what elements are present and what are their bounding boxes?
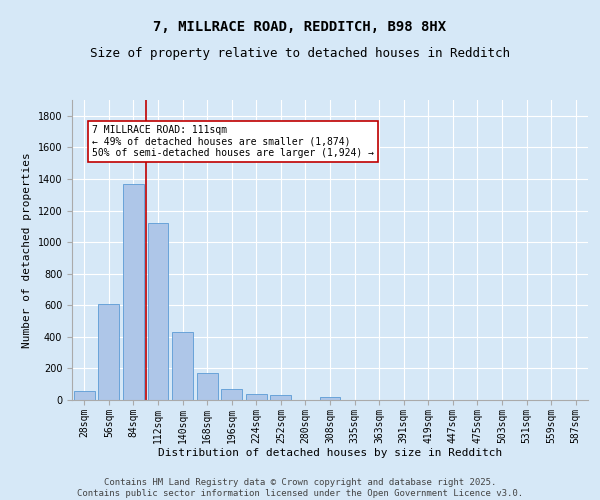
Bar [172, 332, 193, 400]
Bar [320, 397, 340, 400]
Text: 7 MILLRACE ROAD: 111sqm
← 49% of detached houses are smaller (1,874)
50% of semi: 7 MILLRACE ROAD: 111sqm ← 49% of detache… [92, 126, 374, 158]
Bar [197, 373, 218, 400]
Bar [271, 396, 292, 400]
Bar [148, 223, 169, 400]
Bar [221, 389, 242, 400]
Bar [123, 184, 144, 400]
Text: Size of property relative to detached houses in Redditch: Size of property relative to detached ho… [90, 48, 510, 60]
Bar [74, 390, 95, 400]
Y-axis label: Number of detached properties: Number of detached properties [22, 152, 32, 348]
X-axis label: Distribution of detached houses by size in Redditch: Distribution of detached houses by size … [158, 448, 502, 458]
Bar [98, 304, 119, 400]
Text: Contains HM Land Registry data © Crown copyright and database right 2025.
Contai: Contains HM Land Registry data © Crown c… [77, 478, 523, 498]
Bar [246, 394, 267, 400]
Text: 7, MILLRACE ROAD, REDDITCH, B98 8HX: 7, MILLRACE ROAD, REDDITCH, B98 8HX [154, 20, 446, 34]
